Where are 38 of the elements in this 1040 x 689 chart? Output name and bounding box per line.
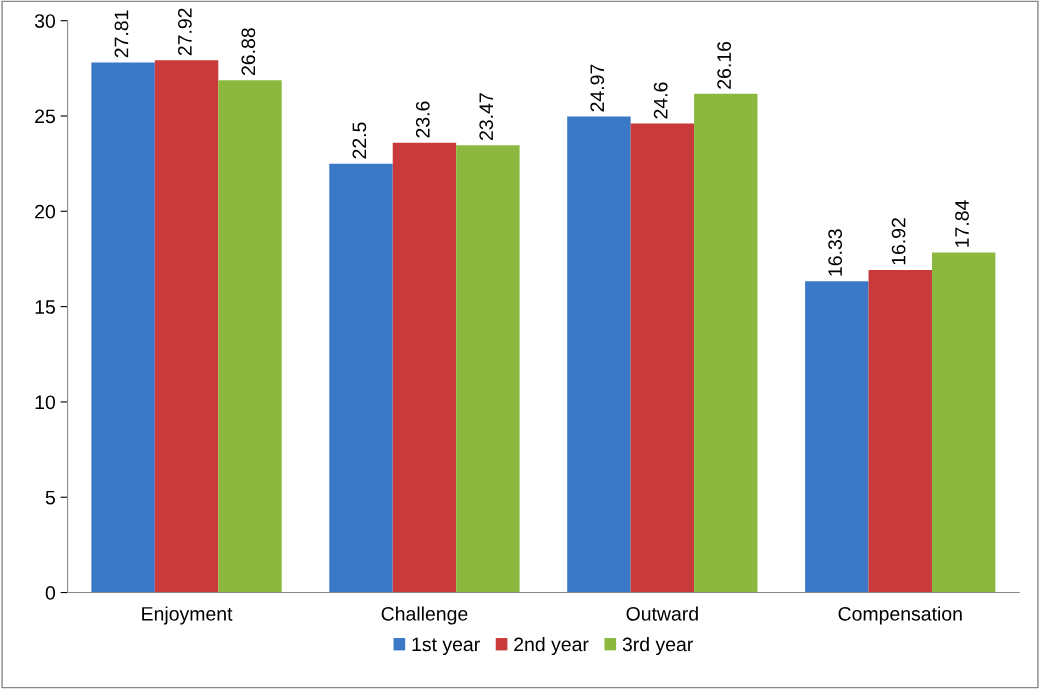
y-tick-label: 10 [35, 395, 56, 410]
data-label: 24.6 [653, 82, 668, 119]
y-tick-label: 30 [34, 14, 56, 28]
bar [91, 62, 155, 593]
y-tick-label: 15 [35, 300, 55, 314]
data-label: 17.84 [955, 200, 969, 247]
x-tick-label: Challenge [381, 606, 468, 625]
bar [567, 116, 631, 593]
x-tick-label: Enjoyment [142, 606, 233, 625]
bar [630, 123, 695, 593]
data-label: 26.88 [241, 28, 256, 75]
data-label: 16.92 [891, 218, 906, 265]
data-label: 27.92 [178, 8, 192, 56]
data-label: 23.47 [479, 93, 494, 140]
y-tick-label: 25 [35, 109, 55, 124]
legend-label: 1st year [412, 637, 480, 656]
data-label: 23.6 [415, 101, 430, 138]
data-label: 27.81 [114, 10, 129, 58]
bar [154, 60, 219, 593]
data-label: 26.16 [717, 41, 732, 89]
bar [805, 281, 869, 593]
x-tick-label: Outward [626, 606, 698, 621]
bar [218, 80, 282, 593]
data-label: 24.97 [590, 64, 605, 112]
bar [456, 145, 520, 593]
data-label: 22.5 [352, 122, 367, 159]
bar [868, 270, 932, 593]
legend-label: 2nd year [514, 636, 589, 656]
y-tick-label: 20 [35, 204, 56, 219]
bar [392, 142, 457, 593]
data-label: 16.33 [828, 229, 843, 276]
bar [694, 93, 758, 593]
y-tick-label: 0 [45, 586, 56, 600]
legend-label: 3rd year [622, 636, 693, 656]
bar [329, 163, 393, 593]
y-tick-label: 5 [45, 490, 55, 505]
bar [931, 252, 996, 593]
x-tick-label: Compensation [838, 606, 962, 625]
